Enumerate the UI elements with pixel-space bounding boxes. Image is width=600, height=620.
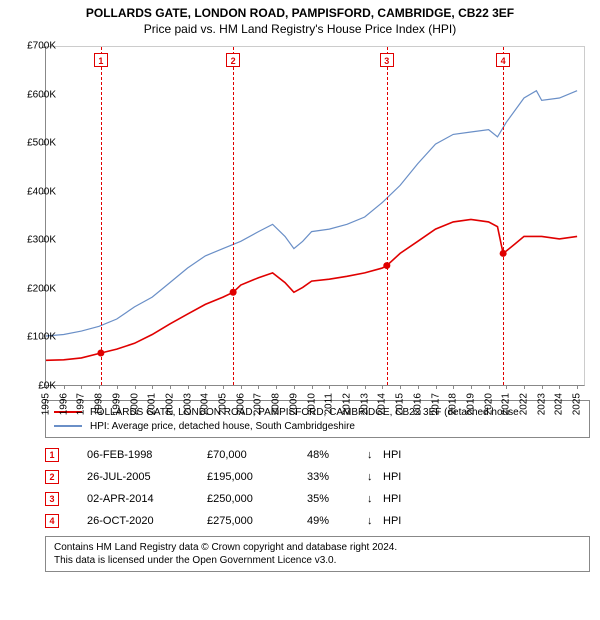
- x-axis-label: 2020: [483, 393, 494, 415]
- event-number: 2: [45, 470, 59, 484]
- footer-line1: Contains HM Land Registry data © Crown c…: [54, 541, 581, 554]
- title-subtitle: Price paid vs. HM Land Registry's House …: [0, 22, 600, 36]
- chart-container: POLLARDS GATE, LONDON ROAD, PAMPISFORD, …: [0, 0, 600, 572]
- marker-line: [101, 47, 102, 385]
- y-axis-label: £200K: [27, 283, 56, 294]
- event-pct: 49%: [307, 515, 367, 527]
- event-number: 3: [45, 492, 59, 506]
- x-axis-label: 1996: [58, 393, 69, 415]
- x-axis-label: 2019: [465, 393, 476, 415]
- y-axis-label: £700K: [27, 41, 56, 52]
- x-axis-label: 1997: [76, 393, 87, 415]
- y-axis-label: £400K: [27, 186, 56, 197]
- event-hpi: HPI: [383, 471, 401, 483]
- y-axis-label: £0K: [38, 381, 56, 392]
- x-axis-label: 2024: [554, 393, 565, 415]
- x-axis-label: 2004: [200, 393, 211, 415]
- x-axis-label: 2021: [501, 393, 512, 415]
- x-axis-label: 2025: [572, 393, 583, 415]
- x-axis-label: 2015: [395, 393, 406, 415]
- x-axis-label: 1999: [111, 393, 122, 415]
- marker-line: [503, 47, 504, 385]
- x-axis-label: 2003: [182, 393, 193, 415]
- x-axis-label: 2017: [430, 393, 441, 415]
- event-hpi: HPI: [383, 449, 401, 461]
- x-axis-label: 1995: [41, 393, 52, 415]
- event-date: 26-JUL-2005: [87, 471, 207, 483]
- event-row: 3 02-APR-2014£250,00035%↓HPI: [45, 488, 590, 510]
- event-pct: 33%: [307, 471, 367, 483]
- x-axis-label: 2000: [129, 393, 140, 415]
- legend-swatch-blue: [54, 425, 82, 427]
- title-address: POLLARDS GATE, LONDON ROAD, PAMPISFORD, …: [0, 6, 600, 20]
- x-axis-label: 1998: [94, 393, 105, 415]
- x-axis-label: 2002: [164, 393, 175, 415]
- event-table: 106-FEB-1998£70,00048%↓HPI226-JUL-2005£1…: [45, 444, 590, 532]
- x-axis-label: 2023: [536, 393, 547, 415]
- chart-svg: [46, 47, 586, 387]
- event-price: £250,000: [207, 493, 307, 505]
- legend-row-blue: HPI: Average price, detached house, Sout…: [54, 419, 581, 433]
- event-price: £195,000: [207, 471, 307, 483]
- event-hpi: HPI: [383, 515, 401, 527]
- event-price: £275,000: [207, 515, 307, 527]
- y-axis-label: £300K: [27, 235, 56, 246]
- x-axis-label: 2007: [253, 393, 264, 415]
- x-axis-label: 2018: [448, 393, 459, 415]
- y-axis-label: £500K: [27, 138, 56, 149]
- event-pct: 35%: [307, 493, 367, 505]
- marker-line: [387, 47, 388, 385]
- event-hpi: HPI: [383, 493, 401, 505]
- event-price: £70,000: [207, 449, 307, 461]
- event-date: 02-APR-2014: [87, 493, 207, 505]
- event-row: 4 26-OCT-2020£275,00049%↓HPI: [45, 510, 590, 532]
- marker-box: 2: [226, 53, 240, 67]
- marker-line: [233, 47, 234, 385]
- x-axis-label: 2011: [324, 393, 335, 415]
- x-axis-label: 2006: [235, 393, 246, 415]
- marker-box: 3: [380, 53, 394, 67]
- down-arrow-icon: ↓: [367, 515, 383, 527]
- x-axis-label: 2005: [218, 393, 229, 415]
- event-number: 4: [45, 514, 59, 528]
- titles: POLLARDS GATE, LONDON ROAD, PAMPISFORD, …: [0, 0, 600, 36]
- x-axis-label: 2009: [288, 393, 299, 415]
- x-axis-label: 2014: [377, 393, 388, 415]
- legend-label-blue: HPI: Average price, detached house, Sout…: [90, 421, 355, 432]
- x-axis-label: 2008: [271, 393, 282, 415]
- down-arrow-icon: ↓: [367, 471, 383, 483]
- event-number: 1: [45, 448, 59, 462]
- event-pct: 48%: [307, 449, 367, 461]
- footer: Contains HM Land Registry data © Crown c…: [45, 536, 590, 572]
- event-date: 26-OCT-2020: [87, 515, 207, 527]
- y-axis-label: £100K: [27, 332, 56, 343]
- down-arrow-icon: ↓: [367, 493, 383, 505]
- marker-box: 1: [94, 53, 108, 67]
- event-date: 06-FEB-1998: [87, 449, 207, 461]
- event-row: 1 06-FEB-1998£70,00048%↓HPI: [45, 444, 590, 466]
- x-axis-label: 2010: [306, 393, 317, 415]
- x-axis-label: 2013: [359, 393, 370, 415]
- x-axis-label: 2016: [412, 393, 423, 415]
- x-axis-label: 2022: [519, 393, 530, 415]
- chart-plot-area: 1995199619971998199920002001200220032004…: [45, 46, 585, 386]
- footer-line2: This data is licensed under the Open Gov…: [54, 554, 581, 567]
- down-arrow-icon: ↓: [367, 449, 383, 461]
- y-axis-label: £600K: [27, 89, 56, 100]
- event-row: 2 26-JUL-2005£195,00033%↓HPI: [45, 466, 590, 488]
- marker-box: 4: [496, 53, 510, 67]
- x-axis-label: 2012: [341, 393, 352, 415]
- x-axis-label: 2001: [147, 393, 158, 415]
